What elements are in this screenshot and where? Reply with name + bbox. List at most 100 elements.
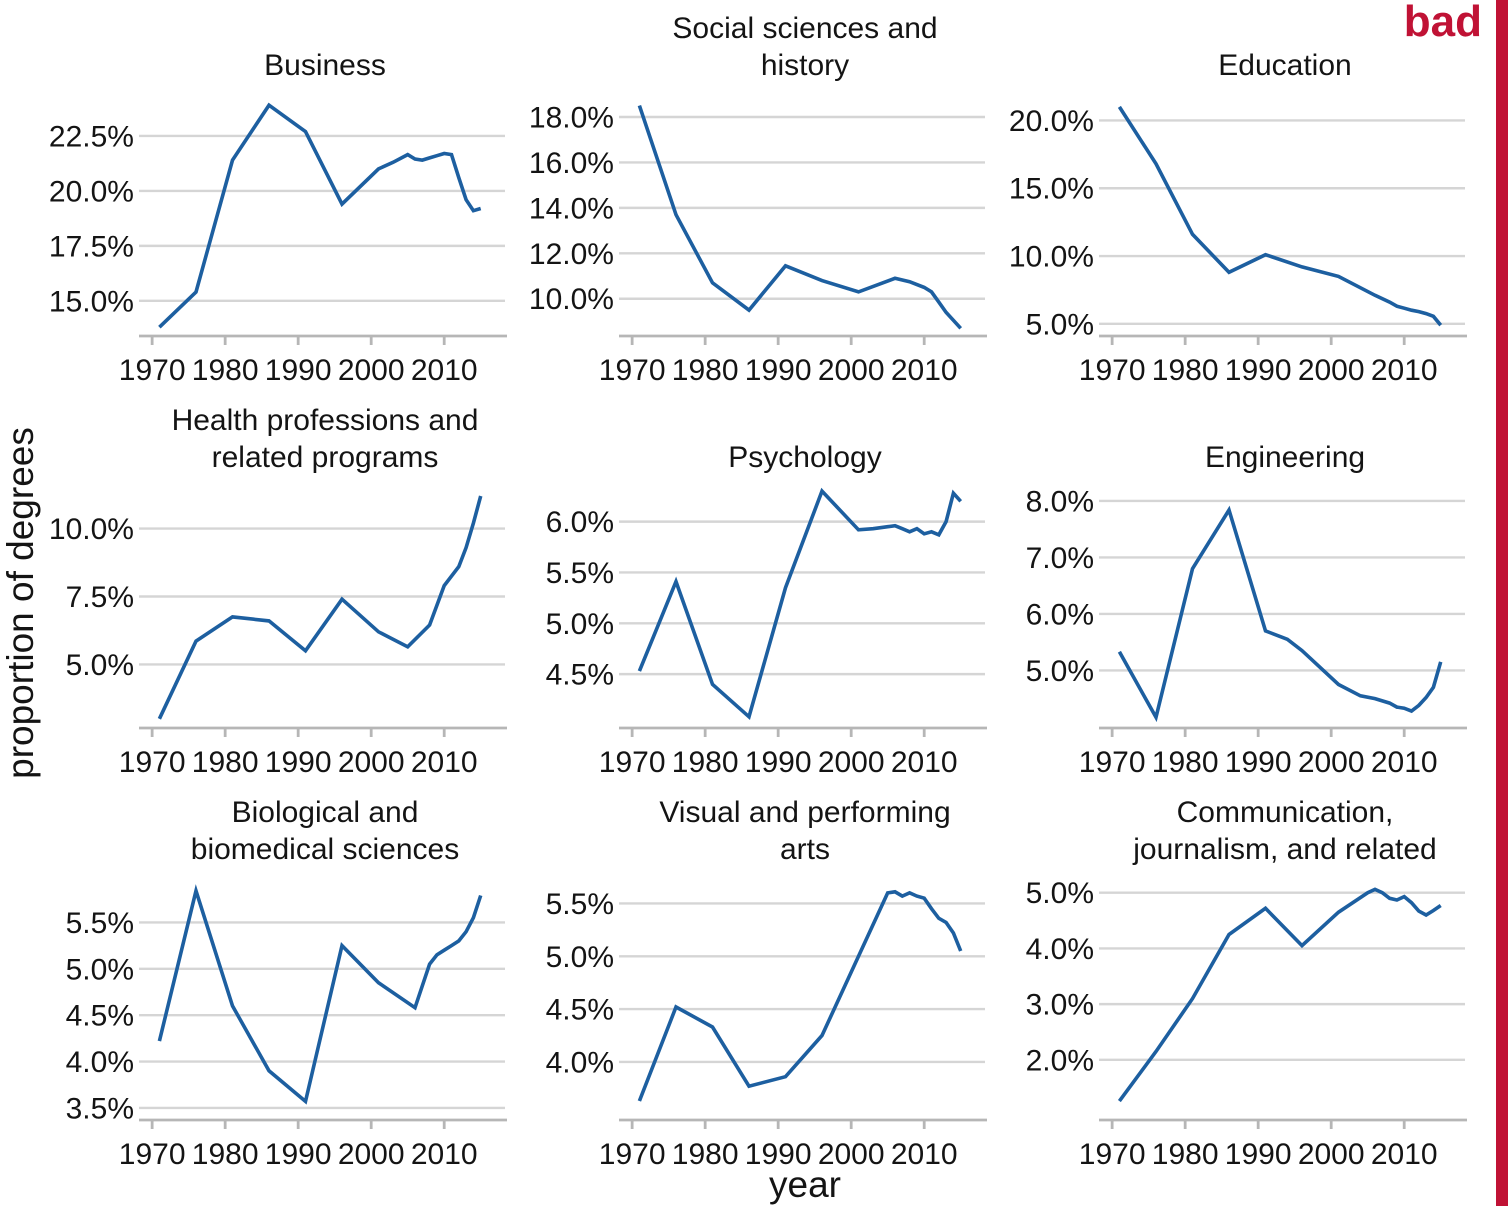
x-tick-label: 2000 [1298,746,1365,779]
chart-title-line: journalism, and related [1133,833,1437,866]
x-tick-label: 2000 [818,746,885,779]
x-tick-label: 1970 [1079,354,1146,387]
chart-title-line: history [760,49,850,82]
y-tick-label: 5.0% [546,941,614,974]
chart-title: Business [145,6,505,84]
y-tick-label: 22.5% [49,120,134,153]
y-tick-label: 4.5% [546,994,614,1027]
data-line [637,105,963,330]
y-tick-label: 15.0% [49,285,134,318]
y-tick-label: 7.0% [1026,542,1094,575]
chart-title-line: Business [264,49,386,82]
x-tick-label: 1990 [1225,746,1292,779]
chart-title: Health professions and related programs [145,398,505,476]
y-tick-label: 20.0% [1009,105,1094,138]
x-tick-label: 1990 [265,1138,332,1171]
x-tick-label: 1970 [1079,746,1146,779]
panel-grid: Business 15.0% 17.5% 20.0% 22.5% 1970 1980 1990… [40,6,1470,1174]
chart-panel: Psychology 4.5% 5.0% 5.5% 6.0% 1970 1980 1990 20… [520,398,990,782]
x-axis-label: year [769,1164,841,1205]
x-tick-label: 2010 [1371,746,1438,779]
y-tick-label: 5.0% [66,953,134,986]
chart-title-line: Engineering [1204,441,1366,474]
chart-title-line: Biological and [231,796,419,829]
y-tick-label: 5.0% [1026,308,1094,341]
x-tick-label: 1990 [265,746,332,779]
chart-title-line: Psychology [728,441,882,474]
bad-stamp-bar [1496,0,1508,1206]
y-tick-label: 3.5% [66,1092,134,1125]
x-tick-label: 2010 [411,746,478,779]
x-tick-label: 2010 [1371,1138,1438,1171]
x-tick-label: 2000 [338,354,405,387]
x-tick-label: 1980 [192,746,259,779]
x-tick-label: 2010 [891,1138,958,1171]
x-tick-label: 1990 [1225,1138,1292,1171]
chart-title: Psychology [625,398,985,476]
x-tick-label: 2000 [338,1138,405,1171]
y-tick-label: 5.0% [1026,655,1094,688]
x-tick-label: 1970 [119,1138,186,1171]
chart-plot: 4.0% 4.5% 5.0% 5.5% 1970 1980 1990 2000 2010 [546,888,987,1171]
x-tick-label: 1990 [1225,354,1292,387]
chart-panel: Business 15.0% 17.5% 20.0% 22.5% 1970 1980 1990… [40,6,510,390]
chart-title: Communication, journalism, and related [1105,790,1465,868]
chart-plot: 2.0% 3.0% 4.0% 5.0% 1970 1980 1990 2000 2010 [1026,877,1467,1171]
chart-plot: 3.5% 4.0% 4.5% 5.0% 5.5% 1970 1980 1990 2000 2010 [66,884,507,1171]
data-line [157,884,483,1105]
chart-title: Social sciences and history [625,6,985,84]
y-tick-label: 12.0% [529,238,614,271]
data-line [637,889,963,1102]
chart-panel: Engineering 5.0% 6.0% 7.0% 8.0% 1970 1980 1990 2… [1000,398,1470,782]
chart-title-line: related programs [211,441,439,474]
x-tick-label: 2010 [1371,354,1438,387]
chart-title-line: arts [779,833,830,866]
y-tick-label: 14.0% [529,192,614,225]
y-tick-label: 10.0% [49,513,134,546]
chart-panel: Health professions and related programs 5.… [40,398,510,782]
x-tick-label: 1980 [1152,354,1219,387]
chart-title-line: Social sciences and [672,12,938,45]
x-tick-label: 2000 [1298,354,1365,387]
y-tick-label: 17.5% [49,230,134,263]
chart-plot: 5.0% 10.0% 15.0% 20.0% 1970 1980 1990 2000 2010 [1009,105,1467,387]
y-tick-label: 2.0% [1026,1044,1094,1077]
y-tick-label: 6.0% [546,506,614,539]
y-tick-label: 5.5% [66,907,134,940]
y-tick-label: 4.0% [546,1046,614,1079]
x-tick-label: 1980 [1152,1138,1219,1171]
y-tick-label: 15.0% [1009,173,1094,206]
x-tick-label: 1970 [599,746,666,779]
chart-plot: 4.5% 5.0% 5.5% 6.0% 1970 1980 1990 2000 2010 [546,487,987,779]
y-tick-label: 6.0% [1026,598,1094,631]
chart-title: Biological and biomedical sciences [145,790,505,868]
data-line [1117,887,1442,1103]
y-axis-label-wrap: proportion of degrees [0,0,44,1206]
x-tick-label: 2000 [1298,1138,1365,1171]
y-tick-label: 5.5% [546,888,614,921]
y-tick-label: 10.0% [1009,241,1094,274]
y-tick-label: 5.5% [546,557,614,590]
y-tick-label: 8.0% [1026,485,1094,518]
data-line [157,495,483,720]
x-tick-label: 2010 [411,1138,478,1171]
chart-panel: Biological and biomedical sciences 3.5% 4.0… [40,790,510,1174]
y-tick-label: 5.0% [546,608,614,641]
x-tick-label: 1990 [745,746,812,779]
x-tick-label: 1980 [192,1138,259,1171]
chart-title: Visual and performing arts [625,790,985,868]
x-tick-label: 2000 [818,1138,885,1171]
chart-title-line: Health professions and [171,404,479,437]
bad-stamp-label: bad [1403,0,1482,46]
x-tick-label: 1970 [119,746,186,779]
chart-title: Engineering [1105,398,1465,476]
chart-title-line: Visual and performing [659,796,951,829]
x-tick-label: 1970 [599,354,666,387]
chart-panel: Visual and performing arts 4.0% 4.5% 5.0% 5.5… [520,790,990,1174]
y-tick-label: 5.0% [1026,877,1094,910]
x-tick-label: 1980 [1152,746,1219,779]
chart-plot: 5.0% 6.0% 7.0% 8.0% 1970 1980 1990 2000 2010 [1026,485,1467,779]
x-tick-label: 1970 [599,1138,666,1171]
chart-title: Education [1105,6,1465,84]
